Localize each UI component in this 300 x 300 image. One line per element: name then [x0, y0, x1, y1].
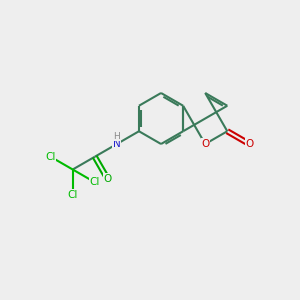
- Text: N: N: [113, 139, 121, 149]
- Text: Cl: Cl: [68, 190, 78, 200]
- Text: O: O: [201, 139, 209, 149]
- Text: O: O: [245, 139, 253, 149]
- Text: H: H: [113, 132, 120, 141]
- Text: Cl: Cl: [45, 152, 56, 162]
- Text: O: O: [103, 174, 112, 184]
- Text: Cl: Cl: [90, 177, 100, 187]
